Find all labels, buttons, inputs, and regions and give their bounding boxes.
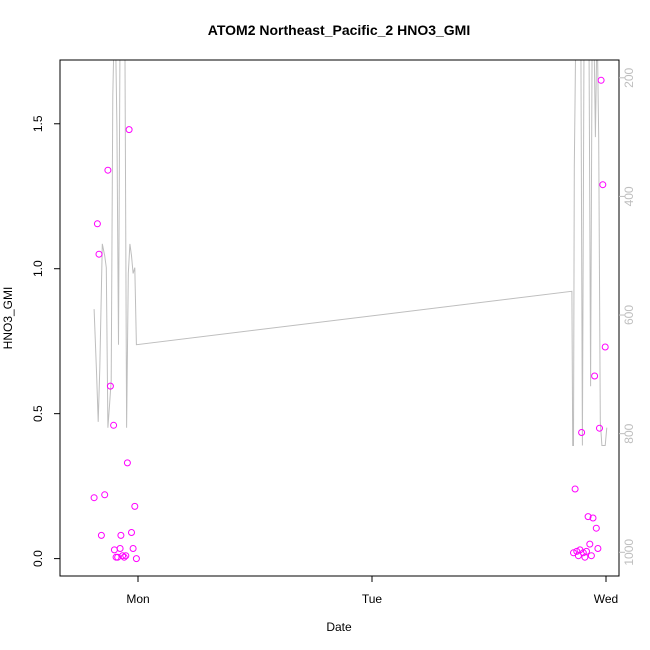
data-point xyxy=(129,545,137,552)
y-axis: 0.0 0.5 1.0 1.5 xyxy=(31,115,60,567)
y-axis-right: 200 400 600 800 1000 xyxy=(619,67,636,566)
altitude-line xyxy=(93,60,608,446)
data-point xyxy=(589,514,597,522)
data-point xyxy=(128,529,135,536)
y-right-tick-label: 400 xyxy=(622,186,636,206)
plot-frame xyxy=(59,59,620,577)
data-point xyxy=(579,549,587,557)
y-tick-label: 0.5 xyxy=(31,405,45,422)
y-right-tick-label: 800 xyxy=(622,423,636,443)
x-axis: Mon Tue Wed xyxy=(126,576,618,606)
data-point xyxy=(104,166,112,174)
x-tick-label: Wed xyxy=(594,592,618,606)
data-point xyxy=(587,552,595,560)
data-point xyxy=(578,429,586,436)
data-point xyxy=(101,491,109,499)
data-point xyxy=(117,531,125,539)
data-point xyxy=(106,382,114,390)
point-series-layer xyxy=(90,76,609,563)
y-tick-label: 0.0 xyxy=(31,550,45,567)
data-point xyxy=(123,459,131,467)
data-point xyxy=(586,540,594,548)
data-point xyxy=(591,372,599,380)
data-point xyxy=(583,547,590,555)
data-point xyxy=(594,545,602,552)
x-tick-label: Tue xyxy=(362,592,383,606)
chart-title: ATOM2 Northeast_Pacific_2 HNO3_GMI xyxy=(208,22,470,38)
data-point xyxy=(571,485,579,493)
y-axis-label: HNO3_GMI xyxy=(1,287,15,350)
data-point xyxy=(97,531,105,539)
data-point xyxy=(592,524,600,532)
data-point xyxy=(95,250,103,258)
data-point xyxy=(596,424,603,432)
data-point xyxy=(110,421,118,429)
data-point xyxy=(120,553,128,561)
data-point xyxy=(601,343,609,351)
y-right-tick-label: 600 xyxy=(622,305,636,325)
data-point xyxy=(573,547,581,555)
data-point xyxy=(93,220,101,228)
y-tick-label: 1.5 xyxy=(31,115,45,132)
data-point xyxy=(90,494,98,502)
data-point xyxy=(116,545,124,552)
y-tick-label: 1.0 xyxy=(31,260,45,277)
y-right-tick-label: 200 xyxy=(622,67,636,87)
data-point xyxy=(131,502,139,510)
x-tick-label: Mon xyxy=(126,592,149,606)
y-right-tick-label: 1000 xyxy=(622,539,636,566)
data-point xyxy=(599,181,607,189)
plot-region xyxy=(90,60,609,563)
line-series-layer xyxy=(93,60,608,446)
data-point xyxy=(132,555,140,563)
data-point xyxy=(597,76,605,84)
data-point xyxy=(584,513,592,521)
x-axis-label: Date xyxy=(326,620,352,634)
data-point xyxy=(125,126,133,134)
data-point xyxy=(110,546,118,554)
data-point xyxy=(122,552,130,560)
data-point xyxy=(119,552,127,560)
